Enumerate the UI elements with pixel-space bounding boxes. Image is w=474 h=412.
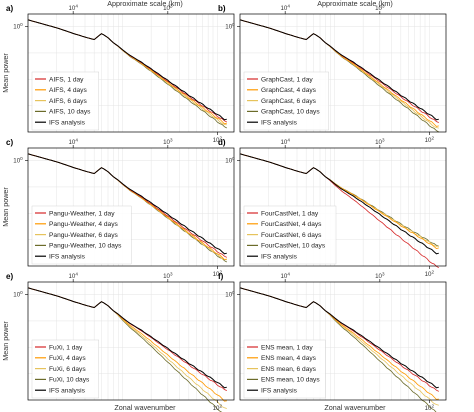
legend-label: ENS mean, 10 days: [261, 377, 320, 384]
legend-label: IFS analysis: [49, 254, 86, 261]
legend-label: FourCastNet, 1 day: [261, 210, 319, 217]
legend-label: Pangu-Weather, 4 days: [49, 221, 118, 228]
top-tick-label: 103: [375, 3, 385, 12]
panel-label: d): [218, 138, 226, 147]
top-axis-label-left: Approximate scale (km): [107, 0, 183, 8]
legend-label: FourCastNet, 6 days: [261, 232, 322, 239]
top-tick-label: 104: [280, 271, 290, 280]
legend-box: [243, 71, 330, 131]
legend-label: GraphCast, 4 days: [261, 87, 317, 94]
bottom-axis-label-left: Zonal wavenumber: [114, 403, 176, 412]
x-tick-label: 102: [425, 403, 435, 412]
plot-frame: [27, 281, 235, 401]
legend-label: IFS analysis: [261, 120, 298, 127]
x-tick-label: 102: [213, 269, 223, 278]
plot-frame: [27, 13, 235, 133]
legend-label: IFS analysis: [49, 120, 86, 127]
legend-box: [31, 205, 132, 265]
legend: Pangu-Weather, 1 day Pangu-Weather, 4 day…: [31, 205, 132, 265]
series-line-4: [27, 153, 227, 255]
legend-label: GraphCast, 1 day: [261, 76, 313, 83]
panel-label: a): [6, 4, 13, 13]
legend-label: FourCastNet, 4 days: [261, 221, 322, 228]
top-tick-label: 103: [163, 271, 173, 280]
y-tick-label: 100: [225, 290, 235, 299]
series-line-4: [27, 19, 227, 121]
legend-label: Pangu-Weather, 10 days: [49, 243, 122, 250]
legend-box: [31, 71, 100, 131]
x-tick-label: 102: [213, 403, 223, 412]
legend-label: AIFS, 6 days: [49, 98, 87, 105]
panel-label: f): [218, 272, 224, 281]
y-axis-label-row1: Mean power: [1, 53, 10, 93]
legend-label: GraphCast, 6 days: [261, 98, 317, 105]
series-line-4: [239, 19, 439, 121]
x-tick-label: 102: [425, 135, 435, 144]
top-tick-label: 104: [280, 3, 290, 12]
plot-frame: [239, 281, 447, 401]
legend-label: Pangu-Weather, 6 days: [49, 232, 118, 239]
legend-label: GraphCast, 10 days: [261, 109, 320, 116]
legend: GraphCast, 1 day GraphCast, 4 days GraphCa…: [243, 71, 330, 131]
y-tick-label: 100: [13, 22, 23, 31]
top-tick-label: 104: [68, 3, 78, 12]
panel-label: b): [218, 4, 226, 13]
legend-label: FuXi, 6 days: [49, 366, 86, 373]
legend: ENS mean, 1 day ENS mean, 4 days ENS mean,…: [243, 339, 326, 399]
legend-label: FourCastNet, 10 days: [261, 243, 326, 250]
legend: AIFS, 1 day AIFS, 4 days AIFS, 6 days AIFS,…: [31, 71, 100, 131]
top-tick-label: 103: [375, 137, 385, 146]
legend-label: FuXi, 10 days: [49, 377, 90, 384]
top-tick-label: 104: [68, 271, 78, 280]
plot-frame: [27, 147, 235, 267]
legend-label: AIFS, 10 days: [49, 109, 91, 116]
panel-label: c): [6, 138, 13, 147]
top-tick-label: 103: [163, 137, 173, 146]
legend-label: FuXi, 4 days: [49, 355, 86, 362]
panel-label: e): [6, 272, 13, 281]
top-tick-label: 104: [280, 137, 290, 146]
legend-label: ENS mean, 6 days: [261, 366, 317, 373]
x-tick-label: 102: [425, 269, 435, 278]
legend-label: Pangu-Weather, 1 day: [49, 210, 115, 217]
top-axis-label-right: Approximate scale (km): [317, 0, 393, 8]
legend-label: ENS mean, 1 day: [261, 344, 313, 351]
y-tick-label: 100: [13, 156, 23, 165]
y-tick-label: 100: [225, 156, 235, 165]
legend-label: IFS analysis: [261, 254, 298, 261]
x-tick-label: 102: [213, 135, 223, 144]
top-tick-label: 103: [163, 3, 173, 12]
series-line-4: [27, 287, 227, 389]
legend: FuXi, 1 day FuXi, 4 days FuXi, 6 days FuXi,…: [31, 339, 100, 399]
legend-label: AIFS, 4 days: [49, 87, 87, 94]
legend-label: IFS analysis: [49, 388, 86, 395]
legend-label: AIFS, 1 day: [49, 76, 84, 83]
y-tick-label: 100: [13, 290, 23, 299]
legend-label: FuXi, 1 day: [49, 344, 83, 351]
y-axis-label-row2: Mean power: [1, 187, 10, 227]
legend-box: [243, 205, 337, 265]
top-tick-label: 103: [375, 271, 385, 280]
panel-f: f) 104 103 102 100 ENS mean, 1 day ENS mean, 4…: [218, 271, 447, 412]
legend: FourCastNet, 1 day FourCastNet, 4 days Fou…: [243, 205, 337, 265]
plot-frame: [239, 147, 447, 267]
series-line-4: [239, 287, 439, 389]
legend-label: IFS analysis: [261, 388, 298, 395]
plot-frame: [239, 13, 447, 133]
series-line-4: [239, 153, 439, 255]
y-tick-label: 100: [225, 22, 235, 31]
top-tick-label: 104: [68, 137, 78, 146]
legend-label: ENS mean, 4 days: [261, 355, 317, 362]
y-axis-label-row3: Mean power: [1, 321, 10, 361]
bottom-axis-label-right: Zonal wavenumber: [324, 403, 386, 412]
